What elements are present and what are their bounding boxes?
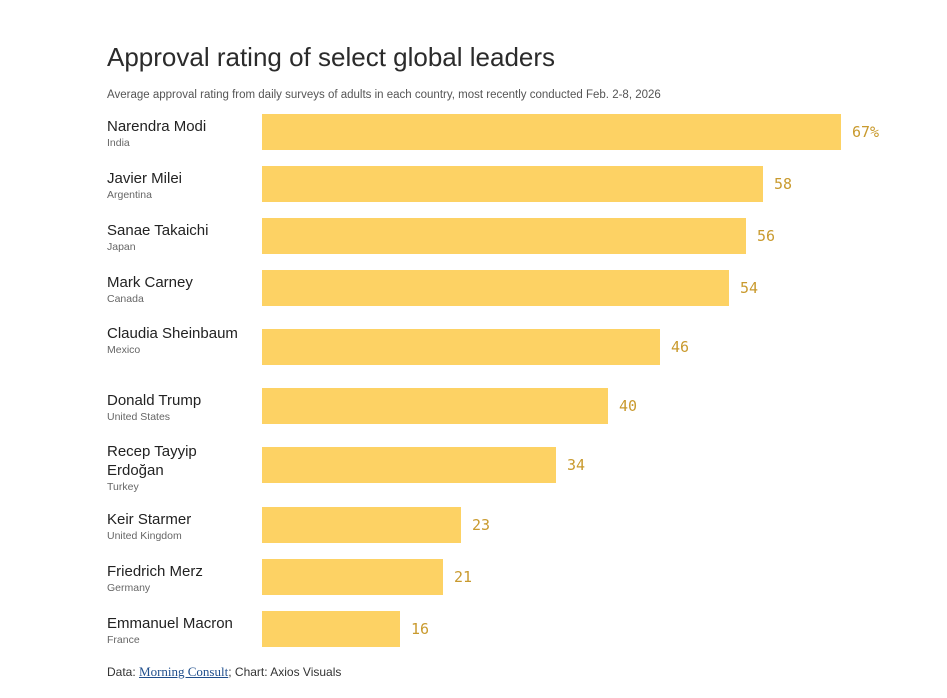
chart-title: Approval rating of select global leaders (107, 42, 556, 72)
bar-row: Donald Trump United States 40 (0, 388, 947, 424)
leader-country: Canada (107, 293, 144, 305)
leader-country: Argentina (107, 189, 152, 201)
bar (262, 507, 461, 543)
value-label: 16 (411, 620, 430, 638)
leader-name: Mark Carney (107, 274, 193, 291)
value-label: 54 (740, 279, 759, 297)
leader-country: Germany (107, 582, 151, 594)
bar-row: Claudia Sheinbaum Mexico 46 (0, 325, 947, 365)
leader-name: Claudia Sheinbaum (107, 325, 238, 342)
bar (262, 218, 746, 254)
leader-country: France (107, 634, 140, 646)
value-label: 40 (619, 397, 638, 415)
bar-row: Keir Starmer United Kingdom 23 (0, 507, 947, 543)
leader-name: Narendra Modi (107, 118, 207, 135)
bar-row: Javier Milei Argentina 58 (0, 166, 947, 202)
value-label: 46 (671, 338, 690, 356)
leader-name: Recep Tayyip Erdoğan (107, 443, 197, 479)
bar-row: Narendra Modi India 67% (0, 114, 947, 150)
footer-suffix: ; Chart: Axios Visuals (228, 665, 342, 679)
leader-label: Keir Starmer United Kingdom (107, 510, 257, 543)
leader-name: Sanae Takaichi (107, 222, 209, 239)
leader-name: Friedrich Merz (107, 563, 203, 580)
bar (262, 611, 400, 647)
leader-label: Sanae Takaichi Japan (107, 221, 257, 254)
bar-row: Mark Carney Canada 54 (0, 270, 947, 306)
bar (262, 559, 443, 595)
source-link[interactable]: Morning Consult (139, 664, 229, 679)
value-label: 23 (472, 516, 491, 534)
bar-row: Recep Tayyip Erdoğan Turkey 34 (0, 443, 947, 493)
leader-label: Narendra Modi India (107, 117, 257, 150)
leader-name: Emmanuel Macron (107, 615, 233, 632)
leader-country: United Kingdom (107, 530, 182, 542)
leader-country: Mexico (107, 344, 141, 356)
leader-label: Recep Tayyip Erdoğan Turkey (107, 442, 257, 494)
leader-name: Donald Trump (107, 392, 202, 409)
leader-label: Javier Milei Argentina (107, 169, 257, 202)
bar (262, 114, 841, 150)
chart-subtitle: Average approval rating from daily surve… (107, 89, 661, 101)
leader-country: India (107, 137, 130, 149)
bar-row: Sanae Takaichi Japan 56 (0, 218, 947, 254)
bar (262, 447, 556, 483)
leader-country: United States (107, 411, 171, 423)
leader-label: Mark Carney Canada (107, 273, 257, 306)
footer-prefix: Data: (107, 665, 140, 679)
value-label: 67% (852, 123, 880, 141)
bar-row: Friedrich Merz Germany 21 (0, 559, 947, 595)
value-label: 34 (567, 456, 586, 474)
bar (262, 329, 660, 365)
leader-name: Keir Starmer (107, 511, 192, 528)
bar (262, 270, 729, 306)
leader-label: Claudia Sheinbaum Mexico (107, 324, 257, 357)
value-label: 56 (757, 227, 776, 245)
value-label: 58 (774, 175, 793, 193)
leader-name: Javier Milei (107, 170, 183, 187)
leader-country: Japan (107, 241, 136, 253)
leader-label: Friedrich Merz Germany (107, 562, 257, 595)
leader-country: Turkey (107, 481, 139, 493)
value-label: 21 (454, 568, 473, 586)
chart-footer: Data: Morning Consult; Chart: Axios Visu… (107, 664, 341, 680)
bar (262, 388, 608, 424)
bar (262, 166, 763, 202)
leader-label: Emmanuel Macron France (107, 614, 257, 647)
bar-row: Emmanuel Macron France 16 (0, 611, 947, 647)
leader-label: Donald Trump United States (107, 391, 257, 424)
